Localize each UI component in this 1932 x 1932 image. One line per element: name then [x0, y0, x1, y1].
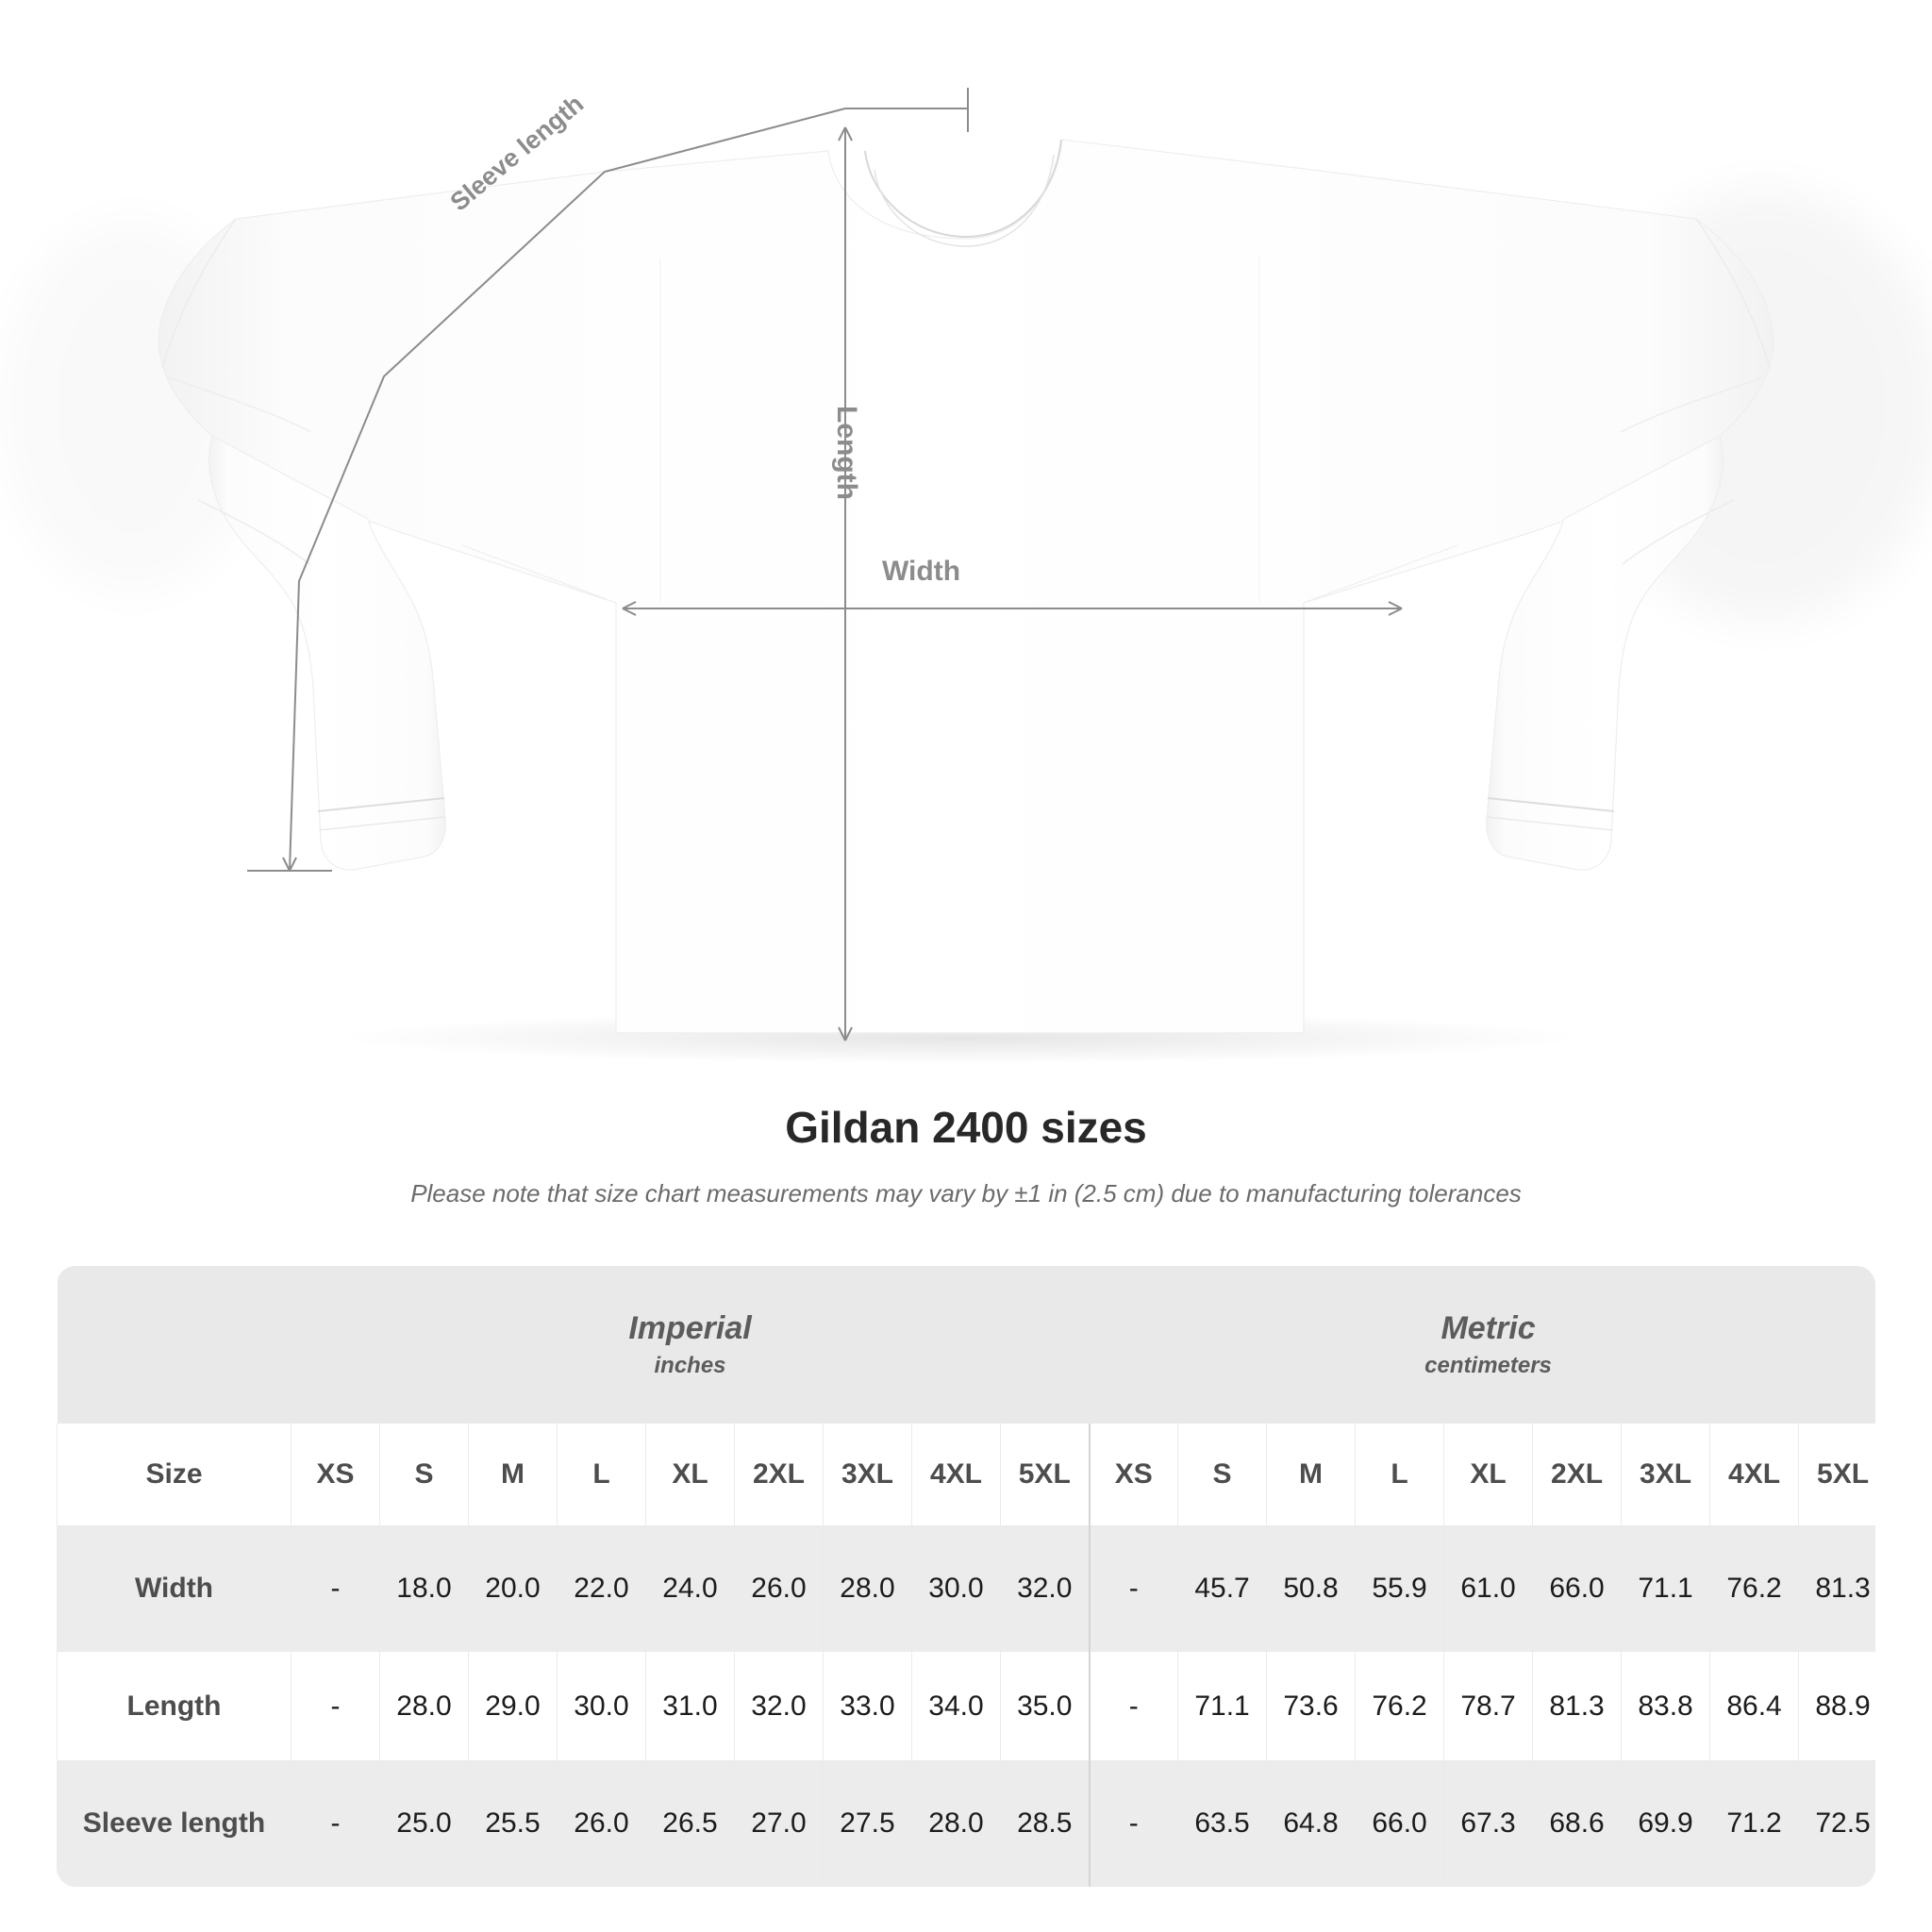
- svg-text:Length: Length: [831, 406, 862, 500]
- svg-text:Width: Width: [882, 556, 960, 587]
